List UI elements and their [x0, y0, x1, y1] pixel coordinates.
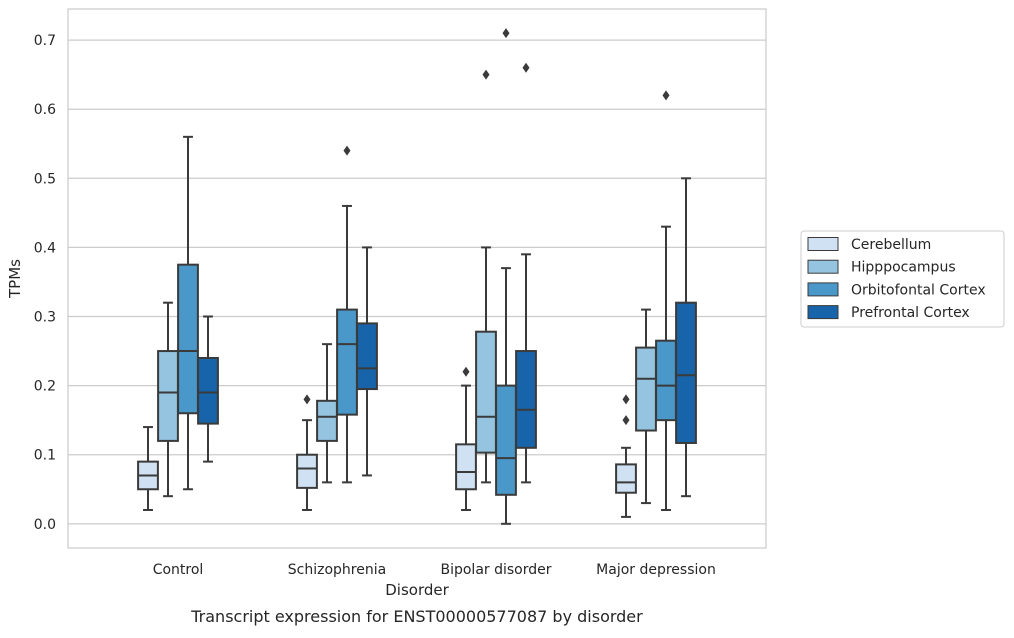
outlier-point: [303, 394, 311, 405]
box-cerebellum-major-depression: [615, 394, 637, 518]
legend-swatch: [807, 282, 839, 297]
legend-label: Cerebellum: [851, 237, 931, 253]
box-body: [157, 350, 179, 442]
box-orbitofontal-cortex-control: [177, 135, 199, 491]
box-prefrontal-cortex-schizophrenia: [356, 246, 378, 477]
y-tick-label: 0.5: [34, 171, 56, 187]
box-body: [455, 443, 477, 491]
outlier-point: [482, 69, 490, 80]
box-cerebellum-bipolar-disorder: [455, 366, 477, 511]
box-prefrontal-cortex-major-depression: [675, 177, 697, 498]
box-body: [197, 356, 219, 425]
box-hipppocampus-major-depression: [635, 308, 657, 505]
chart-caption: Transcript expression for ENST0000057708…: [190, 607, 643, 626]
outlier-point: [522, 62, 530, 73]
boxes-layer: [137, 28, 697, 525]
box-body: [336, 308, 358, 416]
box-prefrontal-cortex-control: [197, 315, 219, 463]
box-body: [296, 453, 318, 489]
box-body: [475, 330, 497, 454]
box-hipppocampus-schizophrenia: [316, 343, 338, 484]
legend: Cerebellum Hipppocampus Orbitofontal Corte…: [800, 230, 1005, 328]
outlier-point: [622, 394, 630, 405]
y-tick-label: 0.1: [34, 448, 56, 464]
x-axis-ticks: Control Schizophrenia Bipolar disorder Majo…: [153, 562, 716, 578]
legend-swatch: [807, 259, 839, 274]
outlier-point: [502, 28, 510, 39]
y-tick-label: 0.3: [34, 310, 56, 326]
box-cerebellum-control: [137, 426, 159, 511]
box-body: [615, 463, 637, 494]
box-cerebellum-schizophrenia: [296, 394, 318, 511]
x-tick-label: Schizophrenia: [288, 562, 386, 578]
box-body: [675, 301, 697, 444]
box-body: [635, 346, 657, 432]
box-body: [177, 263, 199, 415]
box-body: [356, 322, 378, 391]
plot-frame: [67, 8, 767, 549]
x-tick-label: Bipolar disorder: [440, 562, 551, 578]
x-tick-label: Major depression: [596, 562, 716, 578]
outlier-point: [622, 415, 630, 426]
outlier-point: [343, 145, 351, 156]
legend-label: Prefrontal Cortex: [851, 305, 970, 321]
outlier-point: [462, 366, 470, 377]
y-axis-label: TPMs: [6, 259, 24, 299]
legend-label: Hipppocampus: [851, 260, 956, 276]
y-tick-label: 0.7: [34, 33, 56, 49]
box-body: [495, 384, 517, 496]
box-body: [655, 339, 677, 422]
y-tick-label: 0.2: [34, 379, 56, 395]
box-body: [515, 350, 537, 449]
legend-frame: [800, 230, 1005, 328]
box-prefrontal-cortex-bipolar-disorder: [515, 62, 537, 484]
x-axis-label: Disorder: [385, 581, 449, 599]
box-hipppocampus-control: [157, 301, 179, 498]
y-tick-label: 0.4: [34, 240, 56, 256]
legend-swatch: [807, 237, 839, 251]
y-tick-label: 0.0: [34, 517, 56, 533]
legend-swatch: [807, 305, 839, 320]
box-body: [316, 399, 338, 442]
legend-label: Orbitofontal Cortex: [851, 282, 986, 298]
y-tick-label: 0.6: [34, 102, 56, 118]
box-orbitofontal-cortex-major-depression: [655, 90, 677, 511]
plot-background: [68, 9, 766, 548]
y-axis-ticks: 0.0 0.1 0.2 0.3 0.4 0.5 0.6 0.7: [34, 33, 56, 533]
x-tick-label: Control: [153, 562, 204, 578]
outlier-point: [662, 90, 670, 101]
